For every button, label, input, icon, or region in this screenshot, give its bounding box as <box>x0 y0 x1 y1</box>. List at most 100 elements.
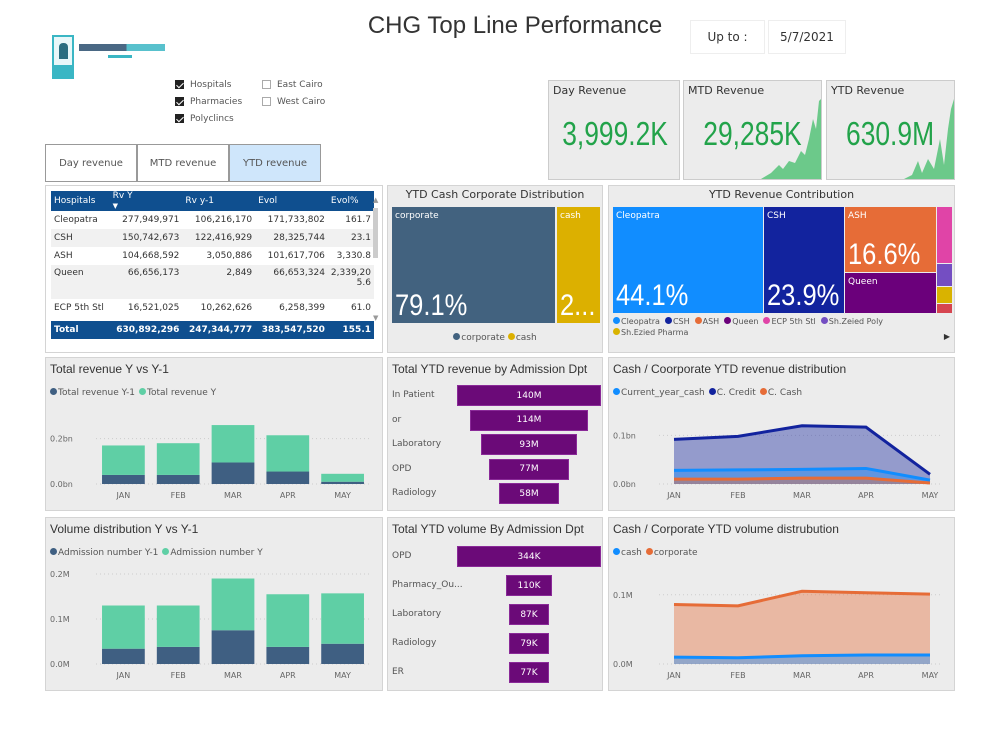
filter-pharmacies[interactable]: Pharmacies <box>175 93 242 110</box>
legend-item[interactable]: C. Credit <box>708 388 756 398</box>
filter-hospitals[interactable]: Hospitals <box>175 76 242 93</box>
funnel-bar[interactable]: 344K <box>457 546 601 567</box>
table-row[interactable]: ASH 104,668,592 3,050,886 101,617,706 3,330.… <box>51 247 374 265</box>
treemap-tile-other[interactable] <box>937 304 952 313</box>
bar[interactable] <box>321 473 364 482</box>
table-scrollbar[interactable]: ▲ ▼ <box>373 196 380 326</box>
checkbox-icon[interactable] <box>262 97 271 106</box>
table-row[interactable]: Cleopatra 277,949,971 106,216,170 171,733,8… <box>51 211 374 229</box>
bar[interactable] <box>156 474 200 484</box>
funnel-bar[interactable]: 77M <box>489 458 569 480</box>
legend-item[interactable]: ASH <box>694 317 719 326</box>
treemap-tile-corporate[interactable]: corporate 79.1% <box>392 207 555 323</box>
series-line[interactable] <box>673 466 931 482</box>
legend-item[interactable]: cash <box>613 548 642 558</box>
legend-label: Total revenue Y <box>147 388 217 398</box>
table-row[interactable]: ECP 5th Stl 16,521,025 10,262,626 6,258,399… <box>51 299 374 317</box>
column-header[interactable]: Rv y-1 <box>182 191 256 211</box>
filter-polyclinics[interactable]: Polyclincs <box>175 110 242 127</box>
legend-item[interactable]: Total revenue Y <box>139 388 216 398</box>
checkbox-icon[interactable] <box>175 97 184 106</box>
bar[interactable] <box>156 605 200 647</box>
bar[interactable] <box>321 481 364 484</box>
tile-label: ASH <box>848 211 867 221</box>
column-header[interactable]: Hospitals <box>51 191 110 211</box>
bar[interactable] <box>211 425 255 463</box>
checkbox-icon[interactable] <box>175 114 184 123</box>
bar[interactable] <box>211 578 255 631</box>
funnel-bar[interactable]: 110K <box>505 575 552 596</box>
series-line[interactable] <box>673 424 931 476</box>
series-line[interactable] <box>674 476 931 485</box>
treemap-tile-shezied-pharma[interactable] <box>937 287 952 303</box>
bar[interactable] <box>266 471 310 484</box>
bar[interactable] <box>266 435 310 472</box>
bar[interactable] <box>266 646 310 664</box>
funnel-bar[interactable]: 140M <box>457 385 601 406</box>
treemap-tile-cleopatra[interactable]: Cleopatra 44.1% <box>613 207 763 313</box>
funnel-bar[interactable]: 93M <box>481 434 577 455</box>
legend-dot <box>613 548 620 555</box>
legend-label: Total revenue Y-1 <box>58 388 135 398</box>
column-header[interactable]: Evol <box>255 191 328 211</box>
bar[interactable] <box>156 646 200 664</box>
tile-label: Queen <box>848 277 878 287</box>
treemap-tile-cash[interactable]: cash 2... <box>557 207 600 323</box>
legend-item[interactable]: Admission number Y-1 <box>50 548 158 558</box>
legend-item[interactable]: Total revenue Y-1 <box>50 388 135 398</box>
treemap-tile-csh[interactable]: CSH 23.9% <box>764 207 844 313</box>
checkbox-icon[interactable] <box>262 80 271 89</box>
legend-item[interactable]: Admission number Y <box>162 548 263 558</box>
scroll-up-icon[interactable]: ▲ <box>373 196 379 204</box>
bar[interactable] <box>211 462 255 484</box>
treemap-tile-queen[interactable]: Queen <box>845 273 936 313</box>
treemap-tile-ecp[interactable] <box>937 207 952 263</box>
filter-west-cairo[interactable]: West Cairo <box>262 93 325 110</box>
legend-item[interactable]: Current_year_cash <box>613 388 705 398</box>
date-picker[interactable]: 5/7/2021 <box>768 20 846 54</box>
legend-item[interactable]: Queen <box>724 317 758 326</box>
legend-item[interactable]: Cleopatra <box>613 317 660 326</box>
legend-label[interactable]: corporate <box>461 333 505 343</box>
mtd-revenue-button[interactable]: MTD revenue <box>137 144 229 182</box>
legend-item[interactable]: Sh.Zeied Poly <box>820 317 883 326</box>
column-header[interactable]: Evol% <box>327 191 374 211</box>
bar[interactable] <box>156 443 200 475</box>
legend-next-icon[interactable]: ▶ <box>943 332 950 341</box>
bar[interactable] <box>211 630 255 664</box>
funnel-bar[interactable]: 58M <box>499 483 559 504</box>
table-row[interactable]: Queen 66,656,173 2,849 66,653,324 2,339,20 5… <box>51 265 374 299</box>
checkbox-icon[interactable] <box>175 80 184 89</box>
filter-east-cairo[interactable]: East Cairo <box>262 76 325 93</box>
scroll-thumb[interactable] <box>373 208 378 258</box>
treemap-tile-ash[interactable]: ASH 16.6% <box>845 207 936 272</box>
bar[interactable] <box>102 474 145 484</box>
table-cell: ECP 5th Stl <box>51 299 110 317</box>
legend-item[interactable]: ECP 5th Stl <box>763 317 816 326</box>
legend-label: Current_year_cash <box>621 388 705 398</box>
total-cell: Total <box>51 321 110 339</box>
legend-item[interactable]: corporate <box>645 548 698 558</box>
funnel-bar[interactable]: 87K <box>509 604 549 625</box>
bar[interactable] <box>102 445 145 475</box>
series-line[interactable] <box>673 589 931 608</box>
funnel-bar[interactable]: 114M <box>470 409 588 431</box>
funnel-bar[interactable]: 77K <box>509 662 549 683</box>
bar[interactable] <box>102 648 145 664</box>
table-row[interactable]: CSH 150,742,673 122,416,929 28,325,744 23.1 <box>51 229 374 247</box>
day-revenue-button[interactable]: Day revenue <box>45 144 137 182</box>
funnel-bar[interactable]: 79K <box>509 633 549 654</box>
bar[interactable] <box>102 605 145 649</box>
column-header-sorted[interactable]: Rv Y ▼ <box>109 191 183 211</box>
scroll-down-icon[interactable]: ▼ <box>373 314 379 322</box>
ytd-revenue-button[interactable]: YTD revenue <box>229 144 321 182</box>
legend-item[interactable]: CSH <box>664 317 690 326</box>
bar[interactable] <box>321 643 364 664</box>
bar[interactable] <box>266 594 310 647</box>
treemap-tile-shzeied-poly[interactable] <box>937 264 952 286</box>
legend-item[interactable]: C. Cash <box>759 388 802 398</box>
legend-item[interactable]: Sh.Ezied Pharma <box>613 328 688 337</box>
series-line[interactable] <box>673 653 930 660</box>
bar[interactable] <box>321 593 364 644</box>
legend-label[interactable]: cash <box>515 333 537 343</box>
